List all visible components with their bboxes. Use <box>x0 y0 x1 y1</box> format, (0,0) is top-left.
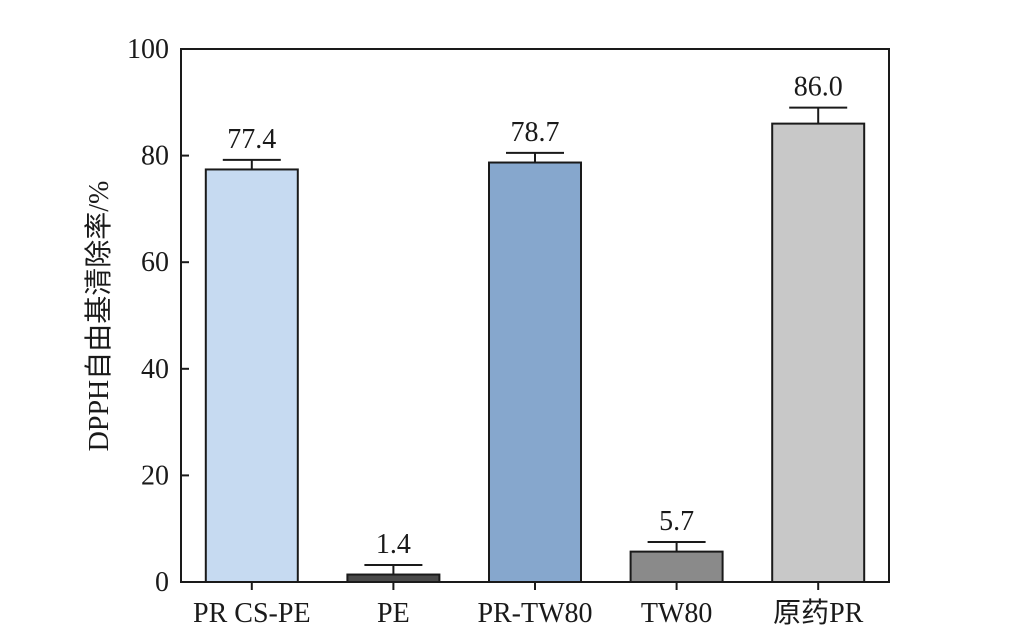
bar <box>488 161 582 584</box>
data-label: 1.4 <box>376 529 411 560</box>
bar <box>346 573 441 584</box>
x-category-label: TW80 <box>641 598 713 629</box>
y-axis-title: DPPH自由基清除率/% <box>83 181 115 452</box>
y-tick-label: 80 <box>141 141 169 172</box>
bar <box>204 168 299 583</box>
y-tick-label: 100 <box>127 34 169 65</box>
data-label: 78.7 <box>511 117 560 148</box>
x-category-label: PE <box>377 598 410 629</box>
x-category-label: PR-TW80 <box>477 598 592 629</box>
x-category-label: PR CS-PE <box>193 598 311 629</box>
x-category-label: 原药PR <box>773 597 864 629</box>
bar <box>771 122 866 584</box>
data-label: 86.0 <box>794 72 843 103</box>
y-tick-label: 0 <box>155 567 169 598</box>
y-tick-label: 40 <box>141 354 169 385</box>
y-tick-label: 60 <box>141 247 169 278</box>
data-label: 77.4 <box>227 124 276 155</box>
bar <box>629 550 724 584</box>
y-tick-label: 20 <box>141 460 169 491</box>
data-label: 5.7 <box>659 506 694 537</box>
